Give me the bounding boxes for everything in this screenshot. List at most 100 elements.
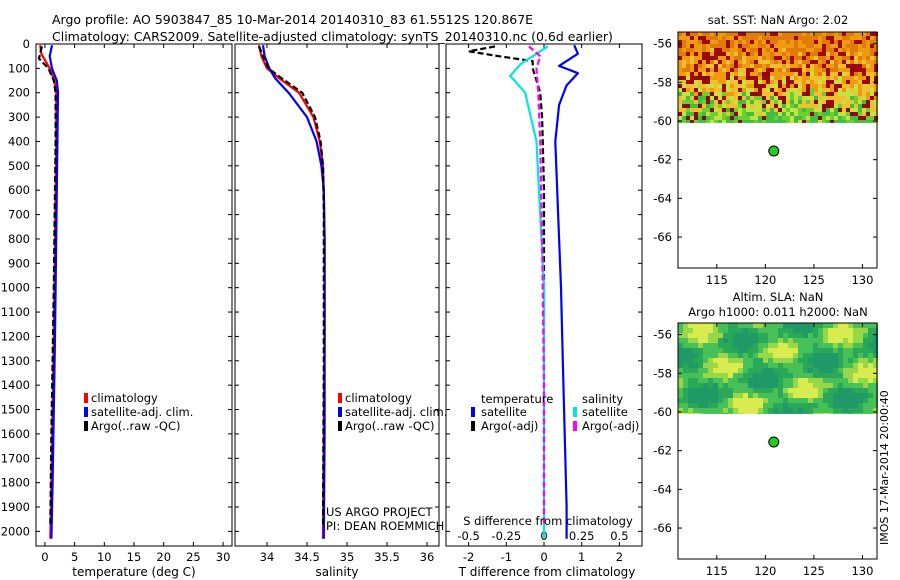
map-cell bbox=[762, 76, 766, 80]
map-cell bbox=[798, 413, 803, 414]
map-cell bbox=[698, 368, 703, 373]
map-cell bbox=[850, 92, 854, 96]
map-cell bbox=[826, 60, 830, 64]
map-cell bbox=[763, 408, 768, 413]
map-cell bbox=[746, 108, 750, 112]
map-cell bbox=[846, 76, 850, 80]
map-cell bbox=[846, 96, 850, 100]
map-cell bbox=[774, 52, 778, 56]
map-cell bbox=[758, 84, 762, 88]
map-cell bbox=[778, 358, 783, 363]
map-cell bbox=[858, 108, 862, 112]
map-cell bbox=[753, 328, 758, 333]
map-cell bbox=[682, 76, 686, 80]
map-cell bbox=[708, 343, 713, 348]
map-cell bbox=[833, 363, 838, 368]
map-cell bbox=[718, 32, 722, 36]
map-cell bbox=[733, 363, 738, 368]
map-cell bbox=[753, 378, 758, 383]
map-cell bbox=[762, 68, 766, 72]
map-cell bbox=[722, 92, 726, 96]
map-cell bbox=[806, 112, 810, 116]
lat-tick-label: -66 bbox=[653, 521, 672, 535]
map-cell bbox=[748, 333, 753, 338]
map-cell bbox=[702, 84, 706, 88]
map-cell bbox=[686, 32, 690, 36]
map-cell bbox=[778, 108, 782, 112]
map-cell bbox=[738, 338, 743, 343]
map-cell bbox=[833, 378, 838, 383]
map-cell bbox=[774, 72, 778, 76]
map-cell bbox=[866, 56, 870, 60]
legend-swatch-t-satellite bbox=[471, 407, 475, 417]
map-cell bbox=[794, 104, 798, 108]
map-cell bbox=[823, 398, 828, 403]
map-cell bbox=[703, 413, 708, 414]
map-cell bbox=[708, 403, 713, 408]
map-cell bbox=[874, 64, 878, 68]
map-cell bbox=[858, 100, 862, 104]
map-cell bbox=[813, 373, 818, 378]
lat-tick-label: -58 bbox=[653, 75, 672, 89]
x-tick-label: 20 bbox=[156, 550, 171, 564]
map-cell bbox=[763, 363, 768, 368]
map-cell bbox=[843, 343, 848, 348]
map-cell bbox=[682, 72, 686, 76]
map-cell bbox=[708, 348, 713, 353]
map-cell bbox=[714, 88, 718, 92]
map-cell bbox=[788, 358, 793, 363]
map-cell bbox=[806, 100, 810, 104]
map-cell bbox=[773, 373, 778, 378]
map-cell bbox=[678, 64, 682, 68]
map-cell bbox=[713, 373, 718, 378]
map-cell bbox=[714, 92, 718, 96]
map-cell bbox=[722, 36, 726, 40]
map-cell bbox=[786, 80, 790, 84]
map-cell bbox=[753, 408, 758, 413]
map-cell bbox=[734, 44, 738, 48]
map-cell bbox=[690, 104, 694, 108]
map-cell bbox=[690, 100, 694, 104]
map-cell bbox=[843, 398, 848, 403]
map-cell bbox=[693, 413, 698, 414]
map-cell bbox=[702, 32, 706, 36]
map-cell bbox=[698, 363, 703, 368]
map-cell bbox=[742, 112, 746, 116]
map-cell bbox=[682, 40, 686, 44]
map-cell bbox=[706, 104, 710, 108]
map-cell bbox=[850, 76, 854, 80]
map-cell bbox=[850, 48, 854, 52]
map-cell bbox=[794, 80, 798, 84]
legend-satellite-adj: satellite-adj. clim. bbox=[91, 405, 193, 419]
map-cell bbox=[686, 68, 690, 72]
map-cell bbox=[708, 398, 713, 403]
map-cell bbox=[758, 32, 762, 36]
map-cell bbox=[763, 388, 768, 393]
map-cell bbox=[868, 388, 873, 393]
map-cell bbox=[873, 353, 878, 358]
map-cell bbox=[848, 373, 853, 378]
map-cell bbox=[778, 88, 782, 92]
map-cell bbox=[822, 100, 826, 104]
map-cell bbox=[702, 116, 706, 120]
map-cell bbox=[818, 64, 822, 68]
map-cell bbox=[818, 343, 823, 348]
map-cell bbox=[790, 108, 794, 112]
map-cell bbox=[810, 44, 814, 48]
legend-swatch-satellite bbox=[338, 407, 342, 417]
map-cell bbox=[782, 44, 786, 48]
map-cell bbox=[790, 96, 794, 100]
map-cell bbox=[853, 323, 858, 328]
map-cell bbox=[778, 403, 783, 408]
map-cell bbox=[773, 403, 778, 408]
map-cell bbox=[742, 104, 746, 108]
map-cell bbox=[866, 44, 870, 48]
map-cell bbox=[710, 32, 714, 36]
map-cell bbox=[728, 358, 733, 363]
map-cell bbox=[846, 112, 850, 116]
map-cell bbox=[858, 76, 862, 80]
map-cell bbox=[723, 378, 728, 383]
map-cell bbox=[686, 84, 690, 88]
map-cell bbox=[806, 80, 810, 84]
map-cell bbox=[858, 378, 863, 383]
